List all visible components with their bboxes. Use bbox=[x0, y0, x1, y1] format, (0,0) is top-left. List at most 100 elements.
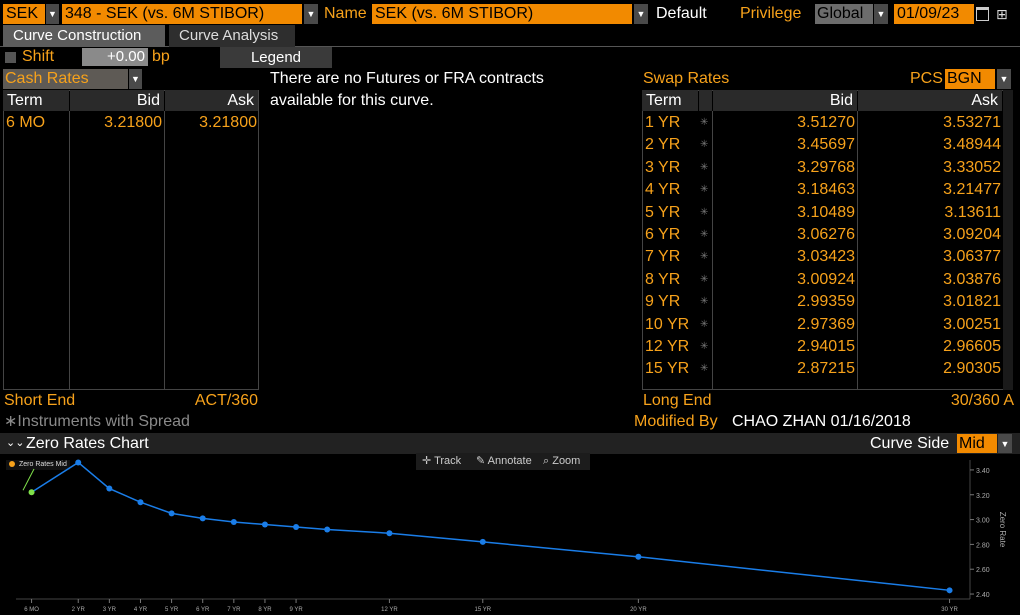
date-field[interactable]: 01/09/23 bbox=[894, 4, 974, 24]
swap-row-ask[interactable]: 3.48944 bbox=[943, 136, 1001, 154]
swap-row-bid[interactable]: 3.03423 bbox=[797, 248, 855, 266]
calendar-icon[interactable] bbox=[976, 7, 989, 21]
x-tick-label: 6 MO bbox=[24, 607, 39, 613]
pcs-dropdown-icon[interactable]: ▼ bbox=[997, 69, 1011, 89]
swap-row-bid[interactable]: 3.06276 bbox=[797, 226, 855, 243]
swap-row-ask[interactable]: 3.06377 bbox=[943, 248, 1001, 266]
collapse-chart-icon[interactable]: ⌄⌄ bbox=[6, 437, 25, 449]
spread-star-icon: ✳ bbox=[700, 296, 709, 308]
name-field[interactable]: SEK (vs. 6M STIBOR) bbox=[372, 4, 632, 24]
x-tick-label: 30 YR bbox=[941, 607, 958, 613]
swap-scrollbar-track[interactable] bbox=[1003, 90, 1013, 390]
track-tool[interactable]: ✛ Track bbox=[422, 454, 461, 469]
swap-row-term[interactable]: 1 YR bbox=[645, 114, 681, 131]
swap-row-term[interactable]: 8 YR bbox=[645, 270, 681, 288]
data-point[interactable] bbox=[324, 526, 331, 533]
swap-row-term[interactable]: 4 YR bbox=[645, 181, 681, 199]
swap-row-bid[interactable]: 2.99359 bbox=[797, 293, 855, 311]
swap-row-ask[interactable]: 3.00251 bbox=[943, 315, 1001, 333]
swap-row-term[interactable]: 2 YR bbox=[645, 136, 681, 154]
cash-rates-selector[interactable]: Cash Rates bbox=[3, 69, 128, 89]
y-tick-label: 3.00 bbox=[976, 518, 990, 525]
name-dropdown-icon[interactable]: ▼ bbox=[634, 4, 648, 24]
data-point[interactable] bbox=[28, 489, 35, 496]
swap-row-ask[interactable]: 3.13611 bbox=[944, 203, 1001, 221]
data-point[interactable] bbox=[137, 499, 144, 506]
swap-row-bid[interactable]: 2.94015 bbox=[797, 338, 855, 355]
currency-field[interactable]: SEK bbox=[3, 4, 45, 24]
swap-header-spacer bbox=[699, 90, 712, 111]
tab-curve-construction[interactable]: Curve Construction bbox=[3, 25, 165, 47]
swap-row-term[interactable]: 10 YR bbox=[645, 315, 690, 333]
data-point[interactable] bbox=[293, 524, 300, 531]
data-point[interactable] bbox=[106, 485, 113, 492]
chart-toolbar bbox=[416, 453, 590, 470]
spread-star-icon: ✳ bbox=[700, 184, 709, 196]
curve-side-field[interactable]: Mid bbox=[957, 434, 997, 453]
short-end-daycount[interactable]: ACT/360 bbox=[194, 392, 258, 409]
cash-row-term[interactable]: 6 MO bbox=[6, 114, 46, 131]
cash-col-divider-2 bbox=[164, 111, 165, 390]
x-tick-label: 7 YR bbox=[227, 607, 241, 613]
swap-row-bid[interactable]: 3.00924 bbox=[797, 270, 855, 288]
swap-row-term[interactable]: 12 YR bbox=[645, 338, 690, 355]
swap-row-ask[interactable]: 3.03876 bbox=[943, 270, 1001, 288]
currency-dropdown-icon[interactable]: ▼ bbox=[46, 4, 59, 24]
data-point[interactable] bbox=[479, 538, 486, 545]
chart-legend[interactable]: Zero Rates Mid bbox=[6, 460, 70, 470]
annotate-tool[interactable]: ✎ Annotate bbox=[476, 454, 532, 469]
swap-row-ask[interactable]: 3.09204 bbox=[943, 226, 1001, 243]
data-point[interactable] bbox=[386, 530, 393, 537]
swap-row-ask[interactable]: 2.90305 bbox=[943, 360, 1001, 378]
swap-row-ask[interactable]: 3.33052 bbox=[943, 158, 1001, 176]
data-point[interactable] bbox=[261, 521, 268, 528]
privilege-field[interactable]: Global bbox=[815, 4, 873, 24]
swap-row-term[interactable]: 7 YR bbox=[645, 248, 681, 266]
chart-panel-header bbox=[0, 433, 1020, 454]
swap-row-term[interactable]: 9 YR bbox=[645, 293, 681, 311]
data-point[interactable] bbox=[230, 519, 237, 526]
curve-id-field[interactable]: 348 - SEK (vs. 6M STIBOR) bbox=[62, 4, 302, 24]
data-point[interactable] bbox=[199, 515, 206, 522]
data-point[interactable] bbox=[946, 587, 953, 594]
zoom-tool[interactable]: ⌕ Zoom bbox=[543, 454, 580, 469]
data-point[interactable] bbox=[635, 553, 642, 560]
swap-row-term[interactable]: 5 YR bbox=[645, 203, 681, 221]
shift-checkbox[interactable] bbox=[5, 52, 16, 63]
swap-row-ask[interactable]: 3.53271 bbox=[943, 114, 1001, 131]
swap-row-bid[interactable]: 2.87215 bbox=[797, 360, 855, 378]
cash-rates-dropdown-icon[interactable]: ▼ bbox=[129, 69, 142, 89]
swap-row-term[interactable]: 15 YR bbox=[645, 360, 690, 378]
swap-row-ask[interactable]: 2.96605 bbox=[943, 338, 1001, 355]
pcs-field[interactable]: BGN bbox=[945, 69, 995, 89]
privilege-label: Privilege bbox=[740, 5, 802, 22]
curve-id-dropdown-icon[interactable]: ▼ bbox=[304, 4, 318, 24]
swap-row-bid[interactable]: 2.97369 bbox=[797, 315, 855, 333]
swap-row-bid[interactable]: 3.10489 bbox=[797, 203, 855, 221]
y-axis-label: Zero Rate bbox=[998, 512, 1007, 548]
swap-row-ask[interactable]: 3.21477 bbox=[943, 181, 1001, 199]
zero-rates-chart[interactable]: 2.40 2.60 2.80 3.00 3.20 3.40 Zero Rate 6 MO 2 Y… bbox=[0, 455, 1020, 615]
data-point[interactable] bbox=[75, 459, 82, 466]
swap-row-ask[interactable]: 3.01821 bbox=[943, 293, 1001, 311]
curve-side-dropdown-icon[interactable]: ▼ bbox=[998, 434, 1012, 453]
pin-icon[interactable]: ⊞ bbox=[996, 6, 1008, 22]
swap-row-bid[interactable]: 3.18463 bbox=[797, 181, 855, 199]
swap-row-term[interactable]: 6 YR bbox=[645, 226, 681, 243]
cash-row-bid[interactable]: 3.21800 bbox=[104, 114, 162, 131]
legend-button[interactable]: Legend bbox=[220, 47, 332, 68]
privilege-dropdown-icon[interactable]: ▼ bbox=[874, 4, 888, 24]
swap-row-bid[interactable]: 3.29768 bbox=[797, 158, 855, 176]
cash-row-ask[interactable]: 3.21800 bbox=[199, 114, 257, 131]
spread-star-icon: ✳ bbox=[700, 161, 709, 173]
modified-by-value: CHAO ZHAN 01/16/2018 bbox=[732, 413, 911, 430]
tab-curve-analysis[interactable]: Curve Analysis bbox=[169, 25, 295, 47]
swap-row-bid[interactable]: 3.51270 bbox=[797, 114, 855, 131]
swap-row-term[interactable]: 3 YR bbox=[645, 158, 681, 176]
futures-message: There are no Futures or FRA contracts av… bbox=[270, 70, 544, 109]
shift-value-field[interactable]: +0.00 bbox=[82, 48, 148, 66]
zero-rates-line bbox=[31, 461, 950, 592]
long-end-daycount[interactable]: 30/360 A bbox=[950, 392, 1014, 409]
data-point[interactable] bbox=[168, 510, 175, 517]
swap-row-bid[interactable]: 3.45697 bbox=[797, 136, 855, 154]
